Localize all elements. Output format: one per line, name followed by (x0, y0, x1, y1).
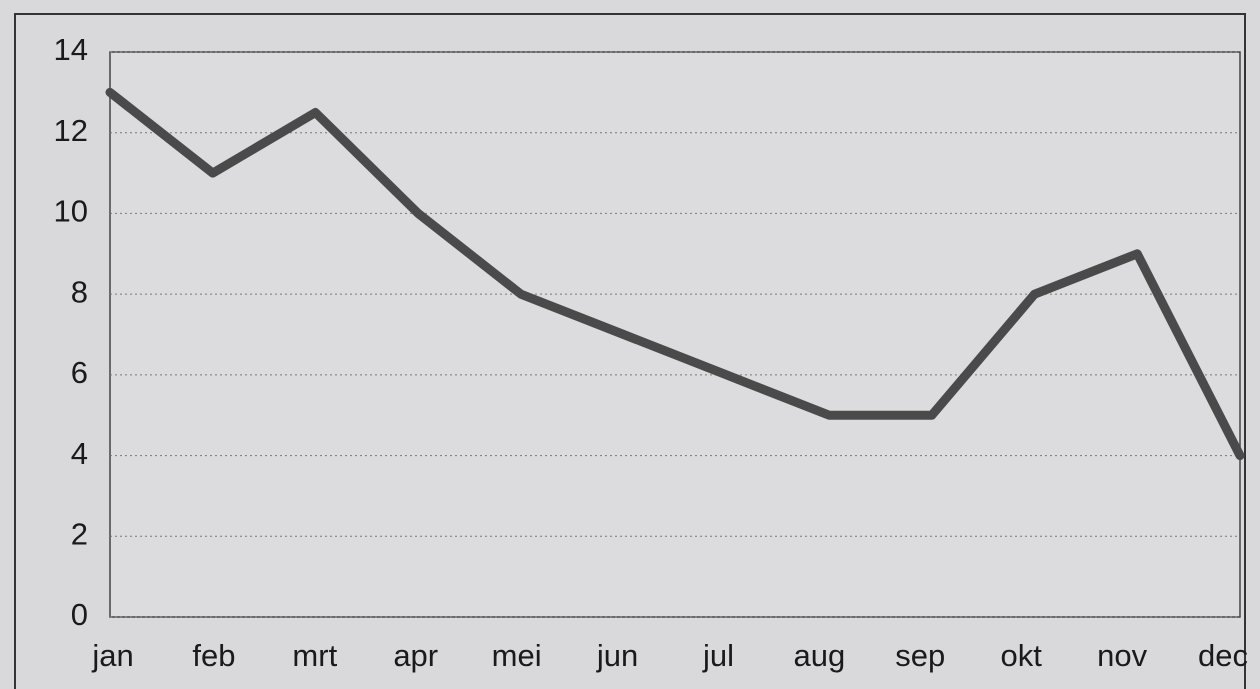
y-tick-label: 6 (71, 355, 88, 390)
x-tick-label: okt (1001, 638, 1043, 673)
x-tick-label: sep (895, 638, 945, 673)
y-tick-label: 0 (71, 597, 88, 632)
x-tick-label: jun (596, 638, 638, 673)
line (105, 87, 1245, 461)
y-tick-label: 2 (71, 516, 88, 551)
x-tick-label: dec (1198, 638, 1248, 673)
x-tick-label: apr (393, 638, 438, 673)
y-tick-label: 12 (54, 113, 88, 148)
y-tick-label: 4 (71, 436, 88, 471)
frame (14, 13, 1246, 689)
y-tick-label: 14 (54, 32, 88, 67)
x-tick-label: jul (702, 638, 734, 673)
y-tick-label: 8 (71, 274, 88, 309)
x-tick-label: aug (793, 638, 845, 673)
y-tick-label: 10 (54, 194, 88, 229)
x-tick-label: nov (1097, 638, 1147, 673)
x-tick-label: jan (91, 638, 133, 673)
x-tick-label: feb (192, 638, 235, 673)
x-tick-label: mrt (292, 638, 337, 673)
x-tick-label: mei (492, 638, 542, 673)
